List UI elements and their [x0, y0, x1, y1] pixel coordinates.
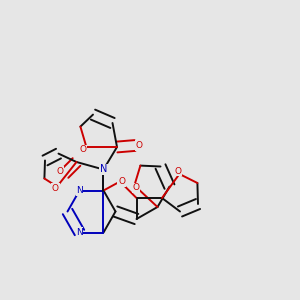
- Text: O: O: [118, 177, 125, 186]
- Text: O: O: [132, 183, 140, 192]
- Text: O: O: [136, 141, 143, 150]
- Text: O: O: [174, 167, 182, 176]
- Text: O: O: [56, 167, 64, 176]
- Text: N: N: [76, 186, 83, 195]
- Text: O: O: [52, 184, 59, 193]
- Text: N: N: [100, 164, 107, 175]
- Text: N: N: [76, 228, 83, 237]
- Text: O: O: [80, 146, 87, 154]
